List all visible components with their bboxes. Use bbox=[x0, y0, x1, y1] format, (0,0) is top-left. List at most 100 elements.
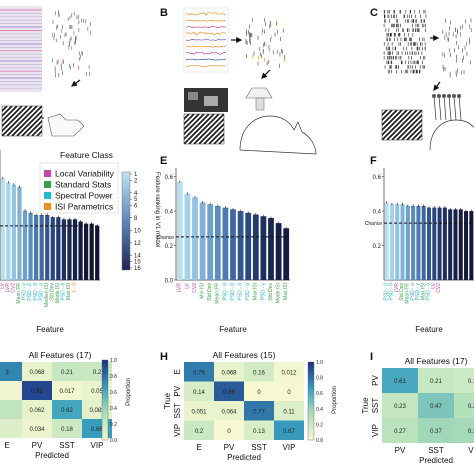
bar bbox=[17, 186, 22, 280]
matrix-cell bbox=[244, 362, 274, 382]
rank-tick-label: 2 bbox=[134, 178, 138, 184]
matrix-cell bbox=[184, 362, 214, 382]
matrix-value: 0.017 bbox=[59, 389, 75, 395]
matrix-cell bbox=[214, 362, 244, 382]
bar bbox=[28, 212, 33, 280]
raster-image-a bbox=[0, 6, 42, 92]
bar bbox=[283, 228, 290, 280]
raster-lines-c bbox=[383, 10, 427, 74]
col-label: E bbox=[196, 443, 201, 452]
x-axis-label: Feature bbox=[36, 325, 64, 334]
proportion-tick-label: 0.2 bbox=[316, 422, 323, 428]
bar bbox=[34, 215, 39, 280]
bar bbox=[453, 209, 458, 280]
panel-b-illustration bbox=[183, 7, 317, 155]
matrix-value: 0.76 bbox=[193, 370, 205, 376]
matrix-value: 0.21 bbox=[61, 370, 73, 376]
matrix-value: 0.3 bbox=[468, 429, 474, 435]
proportion-tick-label: 0.0 bbox=[316, 438, 323, 444]
arrow-icon bbox=[261, 69, 271, 79]
col-label: VIP bbox=[91, 441, 104, 450]
y-tick-label: 0.6 bbox=[165, 175, 174, 181]
bar bbox=[432, 207, 437, 280]
proportion-tick-label: 0.0 bbox=[110, 438, 117, 444]
matrix-cell bbox=[244, 401, 274, 421]
x-tick-label: PSD - δ bbox=[238, 283, 244, 301]
x-axis-label: Predicted bbox=[35, 451, 69, 460]
bar bbox=[384, 202, 389, 280]
matrix-value: 0.064 bbox=[221, 409, 237, 415]
legend-swatch bbox=[44, 203, 51, 210]
panel-label-e: E bbox=[160, 155, 167, 167]
raster-lines-a bbox=[0, 9, 42, 89]
y-axis-label: True bbox=[361, 397, 370, 414]
bar bbox=[11, 184, 16, 280]
matrix-cell bbox=[0, 381, 22, 400]
bar bbox=[22, 210, 28, 280]
x-tick-label: LV bbox=[0, 282, 5, 288]
rank-tick-label: 14 bbox=[134, 253, 141, 259]
x-tick-label: PSD - β bbox=[230, 283, 236, 301]
neuron-circuit-icon bbox=[47, 113, 85, 137]
matrix-cell bbox=[418, 368, 454, 393]
matrix-cell bbox=[22, 419, 52, 438]
rank-tick-label: 4 bbox=[134, 191, 138, 197]
proportion-tick-label: 0.8 bbox=[110, 374, 117, 380]
matrix-value: 0.67 bbox=[283, 429, 295, 435]
legend-entry: Local Variability bbox=[55, 169, 115, 179]
x-tick-label: PSD - δ bbox=[426, 283, 432, 301]
grating-lines-c bbox=[382, 110, 422, 140]
col-label: PV bbox=[395, 446, 406, 455]
col-label: SST bbox=[59, 441, 75, 450]
x-tick-label: Mode ISI bbox=[55, 283, 61, 303]
matrix-cell bbox=[184, 420, 214, 440]
legend-title: Feature Class bbox=[60, 150, 113, 160]
bar bbox=[6, 182, 11, 280]
panel-label-b: B bbox=[160, 7, 168, 19]
x-tick-label: PSD - β bbox=[383, 283, 389, 301]
y-axis-label: True bbox=[163, 392, 172, 409]
rank-tick-label: 15 bbox=[134, 260, 141, 266]
bar bbox=[245, 212, 252, 280]
confusion-matrix-h: All Features (15) 0.76 0.068 0.16 0.012 0.14 0… bbox=[163, 350, 304, 462]
row-label: VIP bbox=[371, 424, 380, 437]
matrix-cell bbox=[274, 362, 304, 382]
bar bbox=[45, 215, 50, 280]
x-tick-label: CV2 bbox=[436, 283, 442, 293]
matrix-value: 0.23 bbox=[394, 404, 406, 410]
bar bbox=[405, 205, 410, 280]
rank-tick-label: 16 bbox=[134, 266, 141, 272]
bar bbox=[252, 214, 259, 280]
x-tick-label: Mean FR bbox=[404, 283, 410, 304]
x-tick-label: Std Dev bbox=[268, 283, 274, 301]
bar-chart-f: 0.2 0.4 0.6 PSD - β PSD - θ LVR Std Dev Mean FR… bbox=[365, 168, 474, 334]
feature-class-legend: Feature Class Local VariabilityStandard … bbox=[39, 150, 119, 214]
bar bbox=[275, 223, 282, 280]
spike-cloud-b bbox=[245, 18, 285, 68]
legend-swatch bbox=[44, 192, 51, 199]
matrix-value: 0.92 bbox=[31, 389, 43, 395]
bar bbox=[469, 211, 474, 280]
x-tick-label: CV2 bbox=[192, 283, 198, 293]
rank-tick-label: 1 bbox=[134, 172, 138, 178]
matrix-value: 0.21 bbox=[430, 379, 442, 385]
bar bbox=[458, 209, 463, 280]
matrix-cell bbox=[274, 401, 304, 421]
matrix-cell bbox=[184, 401, 214, 421]
rank-tick-label: 8 bbox=[134, 216, 138, 222]
x-tick-label: LVR bbox=[5, 283, 11, 293]
proportion-colorbar-label: Proportion bbox=[332, 386, 338, 414]
col-label: SST bbox=[428, 446, 444, 455]
x-tick-label: PSD - β bbox=[27, 283, 33, 301]
x-tick-label: Max ISI bbox=[66, 283, 72, 300]
matrix-value: 0.18 bbox=[61, 427, 73, 433]
neuropixel-probe-icon bbox=[432, 94, 462, 121]
bar bbox=[416, 205, 421, 280]
rank-tick-label: 5 bbox=[134, 197, 138, 203]
x-tick-label: Mean FR bbox=[16, 283, 22, 304]
x-tick-label: PSD - γ bbox=[415, 283, 421, 301]
bar bbox=[442, 207, 447, 280]
matrix-value: 0.11 bbox=[283, 409, 295, 415]
x-tick-label: PSD - θ bbox=[222, 283, 228, 301]
